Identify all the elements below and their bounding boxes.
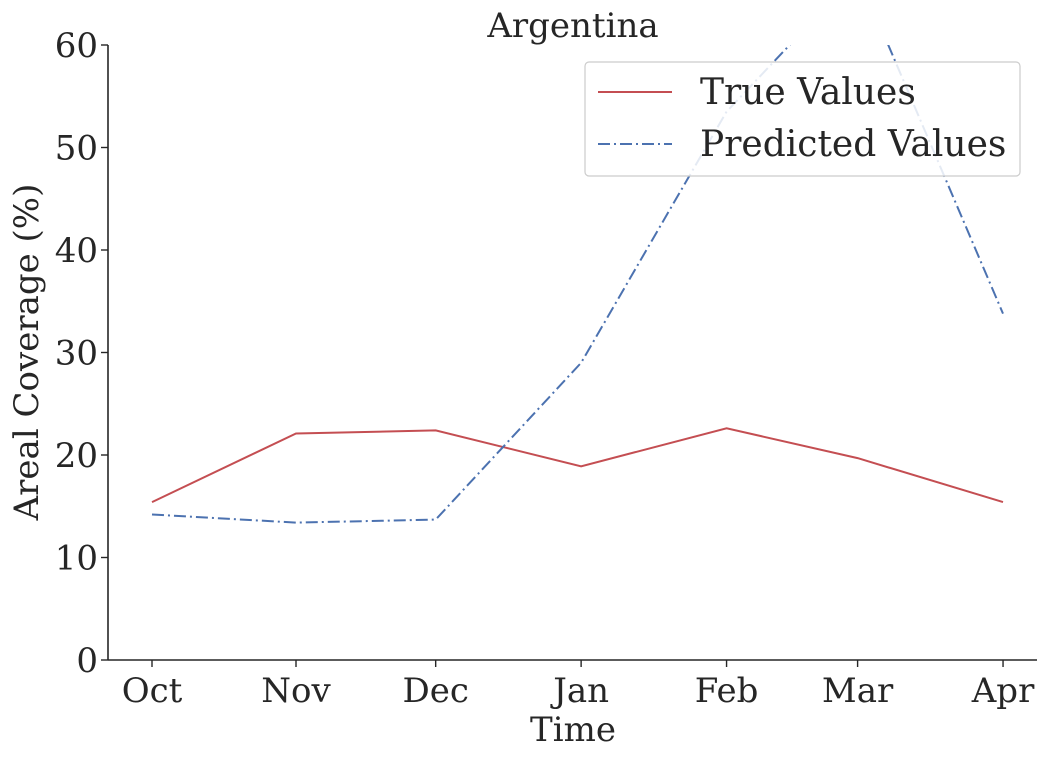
x-tick-label: Oct: [122, 671, 183, 711]
y-axis: 0 10 20 30 40 50 60: [55, 26, 109, 681]
x-tick-label: Mar: [822, 671, 894, 711]
series-layer: [151, 45, 1004, 524]
x-axis-title: Time: [530, 710, 616, 750]
y-tick-label: 0: [76, 641, 98, 681]
x-tick-label: Apr: [971, 671, 1035, 711]
legend-label: Predicted Values: [700, 124, 1006, 165]
x-tick-label: Nov: [261, 671, 331, 711]
legend-label: True Values: [700, 72, 916, 113]
y-tick-label: 10: [55, 539, 98, 579]
y-tick-label: 60: [55, 26, 98, 66]
legend: True Values Predicted Values: [584, 61, 1021, 177]
y-axis-title: Areal Coverage (%): [7, 184, 47, 522]
x-axis: Oct Nov Dec Jan Feb Mar Apr: [108, 659, 1037, 711]
y-tick-label: 40: [55, 231, 98, 271]
x-tick-label: Dec: [402, 671, 468, 711]
y-tick-label: 30: [55, 334, 98, 374]
y-tick-label: 50: [55, 129, 98, 169]
y-tick-label: 20: [55, 436, 98, 476]
x-tick-label: Feb: [695, 671, 759, 711]
series-line-true-values: [151, 427, 1004, 504]
chart-title: Argentina: [486, 6, 658, 46]
legend-box: [584, 61, 1021, 177]
x-tick-label: Jan: [550, 671, 609, 711]
